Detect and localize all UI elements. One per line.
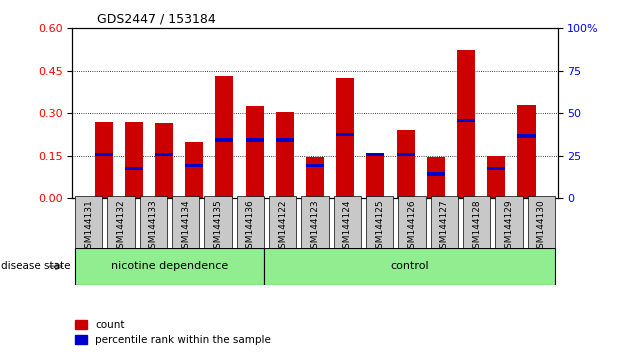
Text: disease state: disease state [1, 261, 70, 271]
Text: control: control [390, 261, 429, 272]
Text: GSM144130: GSM144130 [537, 199, 546, 254]
Text: GSM144128: GSM144128 [472, 199, 481, 254]
Text: GSM144126: GSM144126 [408, 199, 416, 254]
Bar [246, 138, 263, 142]
Bar [366, 196, 393, 248]
Bar [528, 196, 555, 248]
Bar [75, 248, 264, 285]
Text: GSM144135: GSM144135 [214, 199, 222, 254]
Bar [334, 196, 361, 248]
Bar [367, 154, 384, 198]
Bar [125, 167, 143, 170]
Bar [517, 134, 536, 138]
Text: GSM144132: GSM144132 [117, 199, 125, 254]
Bar [398, 196, 426, 248]
Bar [276, 112, 294, 198]
Bar [457, 50, 475, 198]
Text: GDS2447 / 153184: GDS2447 / 153184 [97, 13, 215, 26]
Text: GSM144136: GSM144136 [246, 199, 255, 254]
Bar [336, 78, 354, 198]
Bar [155, 123, 173, 198]
Bar [204, 196, 232, 248]
Bar [269, 196, 296, 248]
Bar [306, 157, 324, 198]
Text: GSM144123: GSM144123 [311, 199, 319, 254]
Text: GSM144125: GSM144125 [375, 199, 384, 254]
Bar [215, 76, 234, 198]
Bar [487, 156, 505, 198]
Bar [125, 122, 143, 198]
Bar [396, 153, 415, 156]
Bar [94, 153, 113, 156]
Text: GSM144129: GSM144129 [505, 199, 513, 254]
Text: GSM144133: GSM144133 [149, 199, 158, 254]
Bar [487, 167, 505, 170]
Legend: count, percentile rank within the sample: count, percentile rank within the sample [74, 320, 272, 345]
Bar [367, 153, 384, 156]
Text: GSM144127: GSM144127 [440, 199, 449, 254]
Text: GSM144122: GSM144122 [278, 199, 287, 253]
Bar [107, 196, 135, 248]
Bar [185, 142, 203, 198]
Bar [215, 138, 234, 142]
Bar [155, 153, 173, 156]
Bar [431, 196, 458, 248]
Bar [336, 133, 354, 136]
Bar [75, 196, 102, 248]
Text: GSM144134: GSM144134 [181, 199, 190, 254]
Bar [140, 196, 167, 248]
Bar [427, 172, 445, 176]
Bar [517, 105, 536, 198]
Bar [306, 164, 324, 167]
Bar [396, 130, 415, 198]
Bar [185, 164, 203, 167]
Bar [495, 196, 523, 248]
Bar [172, 196, 199, 248]
Bar [246, 106, 263, 198]
Text: GSM144131: GSM144131 [84, 199, 93, 254]
Bar [276, 138, 294, 142]
Text: nicotine dependence: nicotine dependence [111, 261, 228, 272]
Bar [94, 122, 113, 198]
Bar [427, 157, 445, 198]
Bar [264, 248, 555, 285]
Bar [463, 196, 490, 248]
Bar [457, 119, 475, 122]
Bar [301, 196, 329, 248]
Bar [237, 196, 264, 248]
Text: GSM144124: GSM144124 [343, 199, 352, 253]
